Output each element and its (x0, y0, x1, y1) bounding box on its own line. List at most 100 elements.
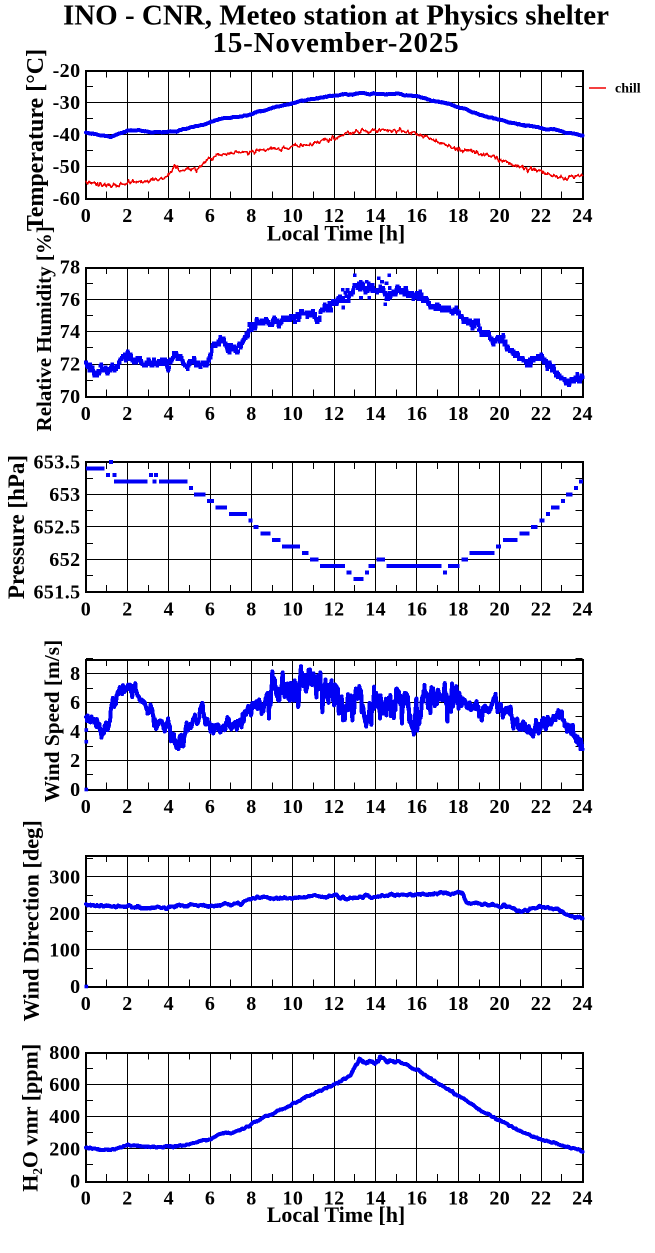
svg-text:0: 0 (70, 1171, 80, 1193)
svg-text:100: 100 (49, 940, 80, 962)
svg-text:2: 2 (122, 796, 132, 818)
svg-text:14: 14 (365, 403, 386, 425)
svg-text:0: 0 (70, 779, 80, 801)
svg-text:2: 2 (122, 599, 132, 621)
svg-text:18: 18 (448, 205, 469, 227)
svg-text:10: 10 (282, 1188, 303, 1210)
svg-text:14: 14 (365, 993, 386, 1015)
svg-text:16: 16 (407, 796, 428, 818)
svg-text:14: 14 (365, 599, 386, 621)
svg-text:6: 6 (205, 403, 215, 425)
svg-text:12: 12 (324, 796, 345, 818)
svg-text:200: 200 (49, 1138, 80, 1160)
svg-text:15-November-2025: 15-November-2025 (213, 27, 460, 59)
svg-text:24: 24 (572, 1188, 593, 1210)
svg-text:300: 300 (49, 866, 80, 888)
svg-text:chill: chill (615, 82, 641, 97)
svg-text:4: 4 (70, 721, 80, 743)
svg-text:6: 6 (205, 599, 215, 621)
svg-text:8: 8 (246, 205, 256, 227)
svg-text:12: 12 (324, 993, 345, 1015)
svg-text:200: 200 (49, 903, 80, 925)
svg-text:20: 20 (489, 796, 510, 818)
svg-text:24: 24 (572, 403, 593, 425)
svg-text:0: 0 (81, 993, 91, 1015)
svg-text:-20: -20 (53, 60, 81, 82)
svg-text:0: 0 (70, 976, 80, 998)
svg-text:14: 14 (365, 796, 386, 818)
svg-text:18: 18 (448, 796, 469, 818)
svg-text:22: 22 (531, 796, 552, 818)
svg-text:8: 8 (246, 796, 256, 818)
svg-text:16: 16 (407, 205, 428, 227)
svg-text:76: 76 (60, 289, 81, 311)
svg-text:22: 22 (531, 403, 552, 425)
svg-text:16: 16 (407, 599, 428, 621)
svg-text:800: 800 (49, 1042, 80, 1064)
svg-text:600: 600 (49, 1074, 80, 1096)
svg-text:16: 16 (407, 1188, 428, 1210)
svg-text:652: 652 (49, 549, 80, 571)
svg-text:8: 8 (246, 599, 256, 621)
svg-text:4: 4 (164, 1188, 174, 1210)
svg-text:Relative Humidity [%]: Relative Humidity [%] (32, 226, 56, 431)
svg-text:6: 6 (205, 993, 215, 1015)
svg-text:4: 4 (164, 205, 174, 227)
svg-text:10: 10 (282, 993, 303, 1015)
svg-text:2: 2 (122, 403, 132, 425)
svg-text:Pressure [hPa]: Pressure [hPa] (4, 455, 29, 599)
svg-text:78: 78 (60, 257, 81, 279)
svg-text:Local Time [h]: Local Time [h] (267, 1202, 406, 1227)
svg-text:0: 0 (81, 599, 91, 621)
svg-text:70: 70 (60, 386, 81, 408)
svg-text:-40: -40 (53, 124, 81, 146)
svg-text:4: 4 (164, 403, 174, 425)
svg-text:10: 10 (282, 796, 303, 818)
svg-text:20: 20 (489, 599, 510, 621)
svg-text:0: 0 (81, 796, 91, 818)
svg-text:Wind Speed [m/s]: Wind Speed [m/s] (40, 640, 64, 802)
svg-text:24: 24 (572, 205, 593, 227)
svg-text:18: 18 (448, 993, 469, 1015)
svg-text:400: 400 (49, 1106, 80, 1128)
svg-text:12: 12 (324, 1188, 345, 1210)
svg-text:-50: -50 (53, 156, 81, 178)
svg-text:22: 22 (531, 993, 552, 1015)
svg-text:0: 0 (81, 205, 91, 227)
svg-text:10: 10 (282, 403, 303, 425)
svg-text:8: 8 (246, 993, 256, 1015)
svg-text:14: 14 (365, 205, 386, 227)
svg-text:12: 12 (324, 205, 345, 227)
svg-text:4: 4 (164, 993, 174, 1015)
svg-text:10: 10 (282, 599, 303, 621)
svg-text:2: 2 (122, 1188, 132, 1210)
svg-text:653: 653 (49, 484, 80, 506)
svg-text:H₂O vmr [ppm]: H₂O vmr [ppm] (17, 1044, 42, 1192)
svg-text:6: 6 (205, 796, 215, 818)
svg-text:6: 6 (205, 205, 215, 227)
svg-text:20: 20 (489, 403, 510, 425)
svg-text:2: 2 (70, 750, 80, 772)
svg-text:18: 18 (448, 599, 469, 621)
svg-text:74: 74 (60, 321, 81, 343)
svg-text:14: 14 (365, 1188, 386, 1210)
svg-text:-30: -30 (53, 92, 81, 114)
svg-text:6: 6 (205, 1188, 215, 1210)
svg-text:Temperature [°C]: Temperature [°C] (23, 49, 49, 231)
svg-text:22: 22 (531, 1188, 552, 1210)
svg-text:16: 16 (407, 403, 428, 425)
svg-text:72: 72 (60, 354, 81, 376)
svg-text:4: 4 (164, 796, 174, 818)
svg-text:18: 18 (448, 1188, 469, 1210)
svg-text:652.5: 652.5 (34, 517, 81, 539)
svg-text:Local Time [h]: Local Time [h] (267, 221, 406, 246)
svg-text:8: 8 (70, 663, 80, 685)
svg-text:12: 12 (324, 599, 345, 621)
svg-text:Wind Direction [deg]: Wind Direction [deg] (18, 820, 43, 1021)
svg-text:0: 0 (81, 1188, 91, 1210)
svg-text:20: 20 (489, 993, 510, 1015)
svg-text:6: 6 (70, 692, 80, 714)
svg-text:2: 2 (122, 205, 132, 227)
svg-text:20: 20 (489, 1188, 510, 1210)
svg-text:12: 12 (324, 403, 345, 425)
